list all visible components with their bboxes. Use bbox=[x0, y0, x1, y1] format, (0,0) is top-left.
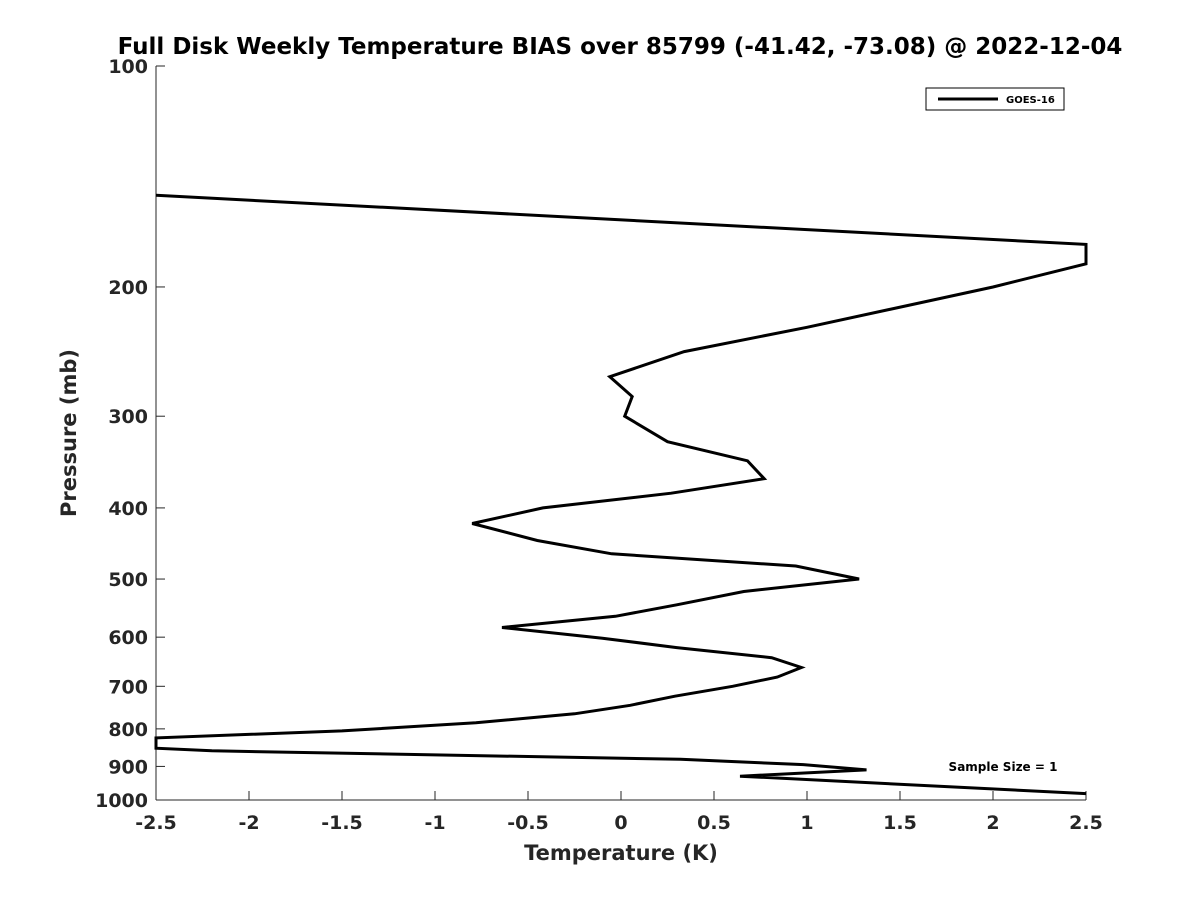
chart-title: Full Disk Weekly Temperature BIAS over 8… bbox=[118, 34, 1123, 60]
y-tick-label: 300 bbox=[108, 406, 148, 428]
y-tick-label: 100 bbox=[108, 56, 148, 78]
y-tick-label: 800 bbox=[108, 719, 148, 741]
legend: GOES-16 bbox=[925, 87, 1065, 111]
x-tick-label: 1.5 bbox=[883, 812, 917, 834]
plot-frame bbox=[155, 66, 1086, 801]
x-tick-label: 2 bbox=[986, 812, 999, 834]
x-tick-label: 1 bbox=[800, 812, 813, 834]
y-tick-label: 400 bbox=[108, 498, 148, 520]
y-tick-label: 500 bbox=[108, 569, 148, 591]
x-tick-label: -2.5 bbox=[135, 812, 177, 834]
y-tick-label: 900 bbox=[108, 756, 148, 778]
series-layer bbox=[154, 193, 1088, 796]
y-tick-label: 200 bbox=[108, 277, 148, 299]
sample-size-annotation: Sample Size = 1 bbox=[949, 760, 1058, 774]
y-axis: 100 200 300 400 500 600 700 800 900 1000 bbox=[95, 56, 165, 812]
x-axis: -2.5 -2 -1.5 -1 -0.5 0 0.5 1 1.5 2 2.5 bbox=[135, 791, 1103, 834]
x-tick-label: -2 bbox=[238, 812, 259, 834]
x-tick-label: -1 bbox=[424, 812, 445, 834]
x-tick-label: 0 bbox=[614, 812, 627, 834]
y-tick-label: 1000 bbox=[95, 790, 148, 812]
y-axis-label: Pressure (mb) bbox=[57, 349, 81, 517]
x-tick-label: 0.5 bbox=[697, 812, 731, 834]
series-line bbox=[154, 193, 1088, 796]
x-axis-label: Temperature (K) bbox=[524, 841, 718, 865]
y-tick-label: 700 bbox=[108, 676, 148, 698]
x-tick-label: -1.5 bbox=[321, 812, 363, 834]
x-tick-label: 2.5 bbox=[1069, 812, 1103, 834]
y-tick-label: 600 bbox=[108, 627, 148, 649]
legend-label: GOES-16 bbox=[1006, 95, 1055, 106]
x-tick-label: -0.5 bbox=[507, 812, 549, 834]
